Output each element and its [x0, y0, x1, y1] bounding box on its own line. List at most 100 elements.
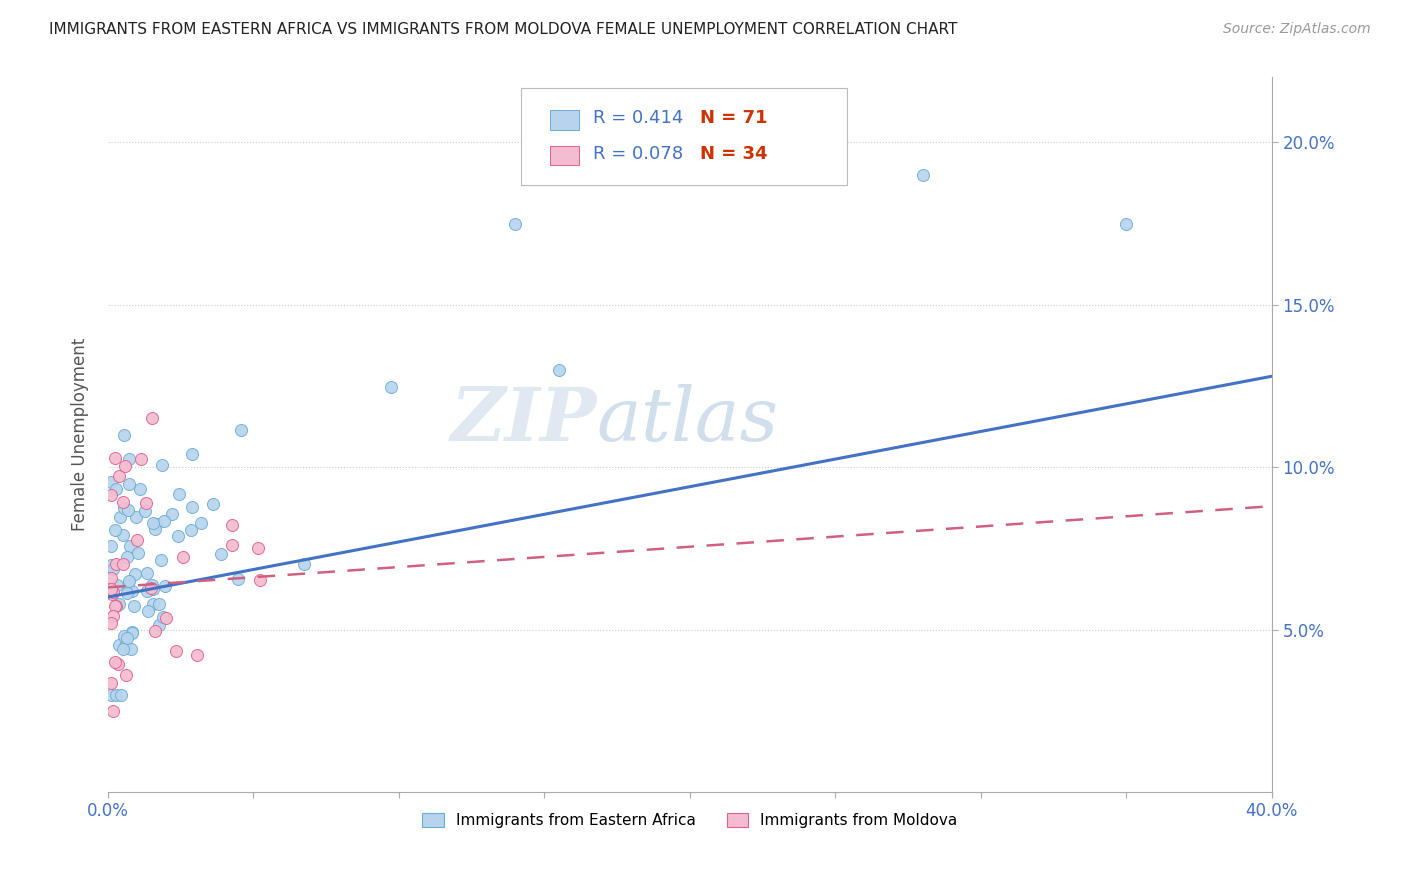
Point: [141, 578, 163, 592]
Point: [117, 503, 139, 517]
Point: [100, 539, 122, 553]
Point: [115, 549, 138, 564]
Text: R = 0.078: R = 0.078: [593, 145, 683, 163]
Point: [112, 629, 135, 643]
Point: [292, 557, 315, 571]
Point: [150, 458, 173, 472]
Point: [117, 586, 139, 600]
Point: [160, 508, 183, 522]
Point: [114, 639, 136, 653]
Point: [247, 541, 270, 555]
Point: [152, 609, 174, 624]
FancyBboxPatch shape: [522, 88, 846, 185]
Point: [221, 538, 243, 552]
Point: [115, 632, 138, 646]
Point: [134, 503, 156, 517]
Point: [127, 546, 149, 560]
Point: [101, 704, 124, 718]
Point: [101, 586, 124, 600]
Point: [149, 552, 172, 566]
Point: [105, 557, 128, 571]
Point: [112, 501, 135, 516]
Point: [101, 562, 124, 576]
Point: [180, 500, 202, 514]
Y-axis label: Female Unemployment: Female Unemployment: [72, 338, 89, 532]
Point: [180, 523, 202, 537]
Point: [104, 482, 127, 496]
Point: [142, 597, 165, 611]
Point: [209, 547, 232, 561]
Point: [136, 604, 159, 618]
Point: [141, 411, 163, 425]
Point: [172, 550, 194, 565]
Point: [117, 578, 139, 592]
Point: [190, 516, 212, 530]
Point: [118, 574, 141, 589]
Point: [104, 450, 127, 465]
Point: [226, 572, 249, 586]
Point: [148, 597, 170, 611]
FancyBboxPatch shape: [550, 111, 579, 129]
Point: [108, 509, 131, 524]
Point: [114, 458, 136, 473]
Point: [110, 688, 132, 702]
Point: [108, 638, 131, 652]
Point: [122, 599, 145, 613]
Point: [100, 475, 122, 490]
Point: [105, 578, 128, 592]
Point: [121, 584, 143, 599]
Point: [111, 494, 134, 508]
Point: [201, 497, 224, 511]
Point: [165, 644, 187, 658]
Point: [111, 641, 134, 656]
Point: [108, 469, 131, 483]
Point: [120, 641, 142, 656]
Point: [121, 626, 143, 640]
Point: [104, 523, 127, 537]
Point: [142, 516, 165, 530]
Point: [105, 688, 128, 702]
Point: [167, 486, 190, 500]
Point: [103, 585, 125, 599]
Text: ZIP: ZIP: [450, 384, 596, 457]
Point: [103, 609, 125, 624]
Point: [127, 533, 149, 547]
Point: [100, 616, 122, 631]
Point: [380, 380, 402, 394]
Point: [1115, 217, 1137, 231]
Point: [135, 584, 157, 599]
Point: [153, 514, 176, 528]
Point: [107, 657, 129, 672]
Point: [186, 648, 208, 663]
Point: [548, 363, 571, 377]
Point: [221, 518, 243, 533]
Point: [118, 476, 141, 491]
Point: [100, 488, 122, 502]
Legend: Immigrants from Eastern Africa, Immigrants from Moldova: Immigrants from Eastern Africa, Immigran…: [416, 806, 963, 834]
Point: [153, 579, 176, 593]
Point: [148, 618, 170, 632]
Point: [505, 217, 527, 231]
Text: R = 0.414: R = 0.414: [593, 109, 683, 128]
Point: [114, 668, 136, 682]
Point: [167, 529, 190, 543]
FancyBboxPatch shape: [550, 146, 579, 165]
Point: [111, 557, 134, 571]
Point: [141, 581, 163, 595]
Point: [911, 168, 934, 182]
Text: IMMIGRANTS FROM EASTERN AFRICA VS IMMIGRANTS FROM MOLDOVA FEMALE UNEMPLOYMENT CO: IMMIGRANTS FROM EASTERN AFRICA VS IMMIGR…: [49, 22, 957, 37]
Point: [124, 567, 146, 582]
Point: [180, 447, 202, 461]
Point: [118, 539, 141, 553]
Point: [129, 482, 152, 496]
Point: [143, 522, 166, 536]
Point: [112, 428, 135, 442]
Point: [145, 517, 167, 532]
Point: [249, 573, 271, 587]
Point: [135, 496, 157, 510]
Point: [100, 688, 122, 702]
Point: [100, 582, 122, 596]
Point: [118, 452, 141, 467]
Point: [100, 676, 122, 690]
Point: [108, 597, 131, 611]
